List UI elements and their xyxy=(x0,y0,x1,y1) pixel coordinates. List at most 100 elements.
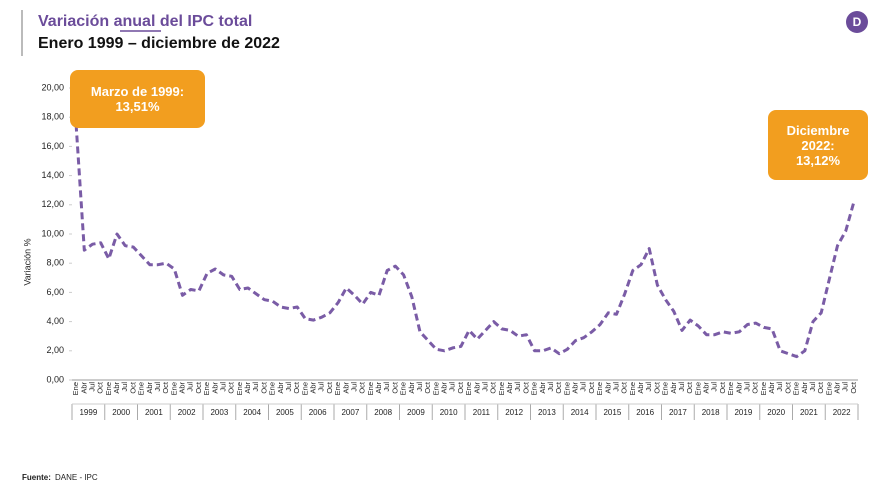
data-line xyxy=(74,124,856,359)
x-tick-label: Ene xyxy=(71,382,80,395)
year-label: 2020 xyxy=(767,408,785,417)
x-tick-label: Ene xyxy=(628,382,637,395)
x-tick-label: Oct xyxy=(489,381,498,394)
year-label: 2015 xyxy=(603,408,621,417)
x-tick-label: Ene xyxy=(235,382,244,395)
year-label: 2017 xyxy=(669,408,687,417)
x-tick-label: Ene xyxy=(399,382,408,395)
x-tick-label: Abr xyxy=(309,381,318,393)
x-tick-label: Ene xyxy=(792,382,801,395)
chart-subtitle: Enero 1999 – diciembre de 2022 xyxy=(38,35,280,52)
x-tick-label: Jul xyxy=(480,382,489,392)
x-tick-label: Abr xyxy=(800,381,809,393)
x-tick-label: Ene xyxy=(693,382,702,395)
x-tick-label: Ene xyxy=(431,382,440,395)
source: DANE - IPC xyxy=(55,473,98,482)
year-label: 2005 xyxy=(276,408,294,417)
x-tick-label: Abr xyxy=(603,381,612,393)
x-tick-label: Oct xyxy=(227,381,236,394)
x-tick-label: Abr xyxy=(734,381,743,393)
x-tick-label: Jul xyxy=(120,382,129,392)
y-tick-label: 14,00 xyxy=(41,170,64,180)
year-label: 2000 xyxy=(112,408,130,417)
annotation-box xyxy=(70,70,205,128)
x-tick-label: Ene xyxy=(300,382,309,395)
x-tick-label: Jul xyxy=(579,382,588,392)
year-label: 2002 xyxy=(178,408,196,417)
x-tick-label: Abr xyxy=(440,381,449,393)
year-label: 2013 xyxy=(538,408,556,417)
x-tick-label: Oct xyxy=(587,381,596,394)
x-tick-label: Jul xyxy=(251,382,260,392)
y-tick-label: 10,00 xyxy=(41,228,64,238)
x-tick-label: Oct xyxy=(292,381,301,394)
year-label: 2019 xyxy=(734,408,752,417)
annotation: Diciembre 2022: 13,12% xyxy=(786,122,850,168)
year-label: 2009 xyxy=(407,408,425,417)
x-tick-label: Abr xyxy=(178,381,187,393)
x-tick-label: Oct xyxy=(96,381,105,394)
x-tick-label: Ene xyxy=(333,382,342,395)
x-tick-label: Oct xyxy=(783,381,792,394)
y-tick-label: 8,00 xyxy=(46,258,64,268)
x-tick-label: Jul xyxy=(317,382,326,392)
year-label: 2001 xyxy=(145,408,163,417)
x-tick-label: Oct xyxy=(456,381,465,394)
annotation-wrap: Marzo de 1999: 13,51% xyxy=(91,84,184,114)
year-label: 2011 xyxy=(473,408,491,417)
y-tick-label: 12,00 xyxy=(41,199,64,209)
y-tick-label: 20,00 xyxy=(41,82,64,92)
x-tick-label: Jul xyxy=(841,382,850,392)
x-tick-label: Abr xyxy=(407,381,416,393)
x-tick-label: Ene xyxy=(595,382,604,395)
x-tick-label: Jul xyxy=(742,382,751,392)
year-label: 2003 xyxy=(210,408,228,417)
x-tick-label: Abr xyxy=(833,381,842,393)
year-label: 2018 xyxy=(702,408,720,417)
annotation-wrap: Diciembre 2022: 13,12% xyxy=(786,122,850,168)
x-tick-label: Oct xyxy=(751,381,760,394)
x-tick-label: Abr xyxy=(702,381,711,393)
x-tick-label: Jul xyxy=(284,382,293,392)
x-tick-label: Abr xyxy=(505,381,514,393)
title-bar xyxy=(21,10,23,56)
x-tick-label: Jul xyxy=(87,382,96,392)
x-tick-label: Ene xyxy=(202,382,211,395)
year-label: 2004 xyxy=(243,408,261,417)
x-tick-label: Abr xyxy=(79,381,88,393)
x-tick-label: Abr xyxy=(538,381,547,393)
x-tick-label: Oct xyxy=(521,381,530,394)
year-label: 2014 xyxy=(571,408,589,417)
x-tick-label: Jul xyxy=(382,382,391,392)
x-tick-label: Oct xyxy=(390,381,399,394)
x-tick-label: Oct xyxy=(161,381,170,394)
x-tick-label: Abr xyxy=(210,381,219,393)
x-tick-label: Oct xyxy=(685,381,694,394)
x-tick-label: Oct xyxy=(259,381,268,394)
x-tick-label: Jul xyxy=(153,382,162,392)
x-tick-label: Ene xyxy=(268,382,277,395)
year-label: 2007 xyxy=(341,408,359,417)
x-tick-label: Ene xyxy=(759,382,768,395)
y-tick-label: 4,00 xyxy=(46,316,64,326)
chart-title: Variación anual del IPC total xyxy=(38,13,252,30)
x-tick-label: Abr xyxy=(767,381,776,393)
x-tick-label: Abr xyxy=(472,381,481,393)
year-label: 2008 xyxy=(374,408,392,417)
x-tick-label: Abr xyxy=(571,381,580,393)
x-tick-label: Jul xyxy=(448,382,457,392)
year-label: 2022 xyxy=(833,408,851,417)
x-tick-label: Abr xyxy=(669,381,678,393)
y-axis-label: Variación % xyxy=(22,238,32,285)
x-tick-label: Abr xyxy=(636,381,645,393)
x-tick-label: Ene xyxy=(562,382,571,395)
x-tick-label: Oct xyxy=(554,381,563,394)
annotation-box xyxy=(768,110,868,180)
x-tick-label: Ene xyxy=(104,382,113,395)
source-label: Fuente: xyxy=(22,473,51,482)
x-tick-label: Jul xyxy=(415,382,424,392)
x-tick-label: Oct xyxy=(620,381,629,394)
x-tick-label: Jul xyxy=(775,382,784,392)
x-tick-label: Ene xyxy=(726,382,735,395)
